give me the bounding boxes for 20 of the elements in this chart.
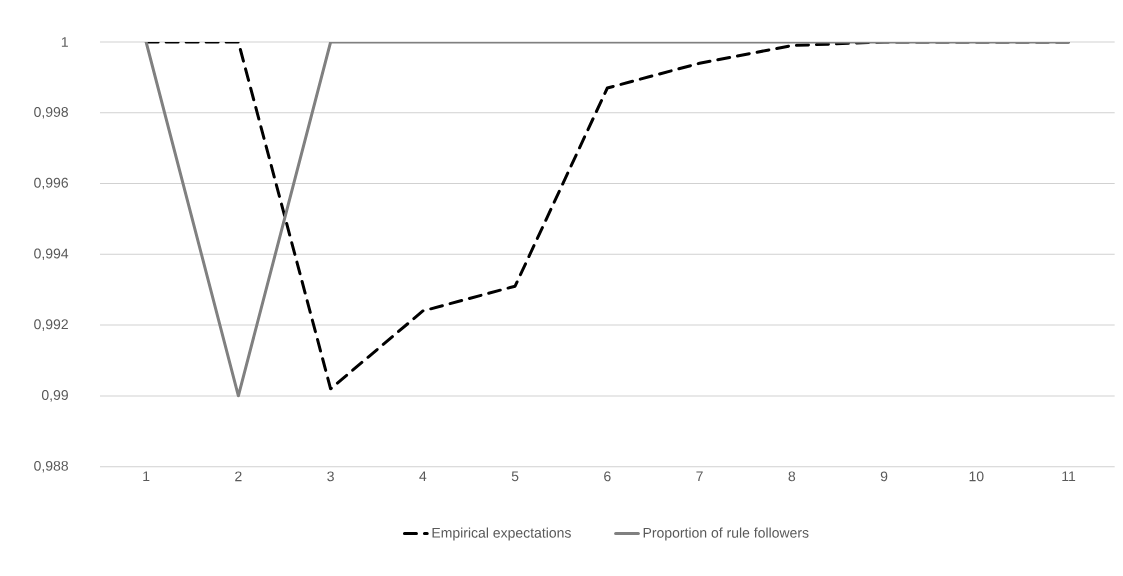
x-tick-label: 4 xyxy=(419,471,427,482)
legend-label: Proportion of rule followers xyxy=(643,527,809,541)
y-tick-label: 1 xyxy=(61,37,68,47)
legend-label: Empirical expectations xyxy=(432,527,571,541)
y-tick-label: 0,998 xyxy=(34,107,69,119)
x-tick-label: 5 xyxy=(511,471,519,482)
x-tick-label: 10 xyxy=(969,471,984,482)
x-tick-label: 8 xyxy=(788,471,796,482)
x-tick-label: 1 xyxy=(143,471,150,482)
x-tick-label: 7 xyxy=(696,471,703,482)
x-tick-label: 2 xyxy=(235,471,242,482)
y-tick-label: 0,994 xyxy=(34,248,69,261)
x-tick-label: 11 xyxy=(1062,471,1076,482)
x-tick-label: 9 xyxy=(880,471,888,482)
y-tick-label: 0,988 xyxy=(34,460,69,473)
y-tick-label: 0,99 xyxy=(41,390,68,402)
y-tick-label: 0,996 xyxy=(34,177,69,190)
x-tick-label: 3 xyxy=(327,471,334,482)
y-tick-label: 0,992 xyxy=(34,319,68,331)
x-tick-label: 6 xyxy=(604,471,611,482)
